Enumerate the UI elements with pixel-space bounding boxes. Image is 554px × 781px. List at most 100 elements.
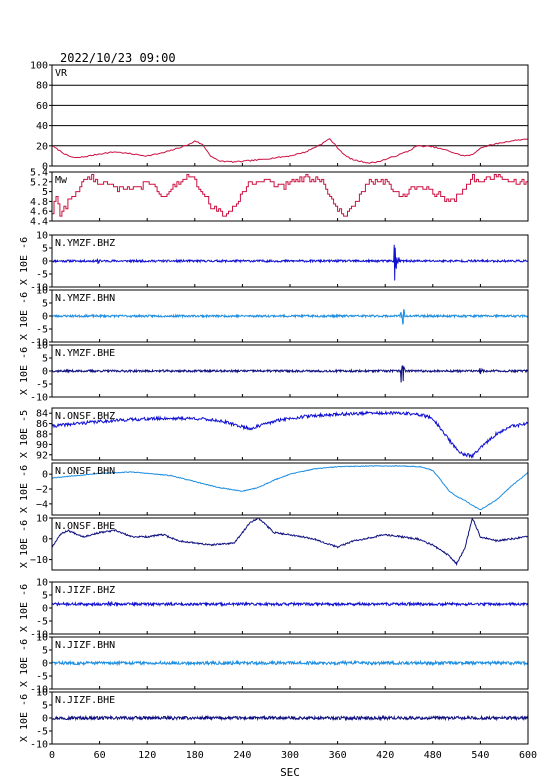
y-tick-label: 0 — [42, 257, 48, 268]
y-tick-label: -5 — [36, 325, 48, 336]
y-tick-label: 80 — [36, 81, 48, 92]
x-tick-label: 0 — [49, 750, 55, 761]
series-line — [52, 174, 528, 217]
y-tick-label: 5 — [42, 591, 48, 602]
y-tick-label: 88 — [36, 430, 48, 441]
panel-label: N.ONSF.BHZ — [55, 411, 115, 422]
y-tick-label: 10 — [36, 514, 48, 525]
y-tick-label: 10 — [36, 633, 48, 644]
y-tick-label: −2 — [36, 485, 48, 496]
panel-label: N.YMZF.BHE — [55, 348, 115, 359]
y-tick-label: 0 — [42, 604, 48, 615]
y-axis-title: X 10E -6 — [19, 520, 30, 568]
series-line — [52, 518, 528, 567]
y-tick-label: -10 — [30, 283, 48, 294]
y-tick-label: 10 — [36, 231, 48, 242]
series-line — [52, 465, 528, 511]
y-tick-label: 10 — [36, 578, 48, 589]
panel-label: N.YMZF.BHN — [55, 293, 115, 304]
y-tick-label: -10 — [30, 338, 48, 349]
y-tick-label: 0 — [42, 470, 48, 481]
y-tick-label: 10 — [36, 286, 48, 297]
y-tick-label: 0 — [42, 534, 48, 545]
x-tick-label: 180 — [186, 750, 204, 761]
y-axis-title: X 10E -6 — [19, 292, 30, 340]
y-tick-label: 40 — [36, 121, 48, 132]
y-tick-label: 84 — [36, 409, 48, 420]
panel-label: N.JIZF.BHN — [55, 640, 115, 651]
series-line — [52, 138, 528, 164]
series-line — [52, 600, 528, 608]
panel-frame — [51, 517, 529, 571]
x-tick-label: 360 — [329, 750, 347, 761]
panels: 020406080100VR4.44.64.855.25.4Mw-10-5051… — [19, 61, 537, 762]
panel-label: VR — [55, 68, 68, 79]
y-axis-title: X 10E -6 — [19, 347, 30, 395]
x-axis-title: SEC — [280, 766, 300, 779]
y-tick-label: 5 — [42, 299, 48, 310]
y-tick-label: -10 — [30, 685, 48, 696]
y-tick-label: 5 — [42, 354, 48, 365]
y-tick-label: -5 — [36, 380, 48, 391]
panel-label: Mw — [55, 175, 68, 186]
x-tick-label: 420 — [376, 750, 394, 761]
y-axis-title: X 10E -6 — [19, 584, 30, 632]
y-tick-label: 4.8 — [30, 197, 48, 208]
y-axis-title: X 10E -6 — [19, 694, 30, 742]
y-tick-label: 0 — [42, 162, 48, 173]
x-tick-label: 120 — [138, 750, 156, 761]
y-tick-label: 10 — [36, 688, 48, 699]
series-line — [52, 244, 528, 281]
panel-label: N.JIZF.BHE — [55, 695, 115, 706]
y-tick-label: 5.4 — [30, 168, 48, 179]
y-tick-label: -10 — [30, 393, 48, 404]
panel-label: N.ONSF.BHN — [55, 466, 115, 477]
y-tick-label: 0 — [42, 659, 48, 670]
y-tick-label: −4 — [36, 499, 48, 510]
y-tick-label: 5 — [42, 701, 48, 712]
y-tick-label: 10 — [36, 341, 48, 352]
x-tick-label: 60 — [94, 750, 106, 761]
y-tick-label: -10 — [30, 740, 48, 751]
series-line — [52, 309, 528, 325]
y-tick-label: 0 — [42, 367, 48, 378]
y-tick-label: 90 — [36, 440, 48, 451]
panel-label: N.JIZF.BHZ — [55, 585, 115, 596]
y-tick-label: -5 — [36, 270, 48, 281]
y-axis-title: X 10E -6 — [19, 465, 30, 513]
y-tick-label: −10 — [30, 555, 48, 566]
y-axis-title: X 10E -6 — [19, 639, 30, 687]
y-tick-label: 4.4 — [30, 217, 48, 228]
x-tick-label: 600 — [519, 750, 537, 761]
y-tick-label: -5 — [36, 727, 48, 738]
series-line — [52, 410, 528, 459]
x-tick-label: 300 — [281, 750, 299, 761]
y-tick-label: 92 — [36, 450, 48, 461]
y-tick-label: 0 — [42, 714, 48, 725]
y-tick-label: 5 — [42, 244, 48, 255]
y-axis-title: X 10E -6 — [19, 237, 30, 285]
x-tick-label: 480 — [424, 750, 442, 761]
x-tick-label: 540 — [471, 750, 489, 761]
y-tick-label: 0 — [42, 312, 48, 323]
series-line — [52, 659, 528, 667]
y-tick-label: 60 — [36, 101, 48, 112]
y-tick-label: 5 — [42, 646, 48, 657]
panel-label: N.YMZF.BHZ — [55, 238, 115, 249]
y-tick-label: 100 — [30, 61, 48, 72]
panel-label: N.ONSF.BHE — [55, 521, 115, 532]
series-line — [52, 714, 528, 722]
y-tick-label: 5.2 — [30, 177, 48, 188]
y-tick-label: 4.6 — [30, 207, 48, 218]
y-tick-label: 20 — [36, 141, 48, 152]
panel-frame — [51, 581, 529, 635]
panel-frame — [51, 407, 529, 461]
y-tick-label: -5 — [36, 617, 48, 628]
panel-frame — [51, 64, 529, 167]
chart-title: 2022/10/23 09:00 — [60, 51, 176, 65]
y-tick-label: -10 — [30, 630, 48, 641]
panel-frame — [51, 462, 529, 516]
series-line — [52, 365, 528, 383]
y-tick-label: 5 — [42, 187, 48, 198]
